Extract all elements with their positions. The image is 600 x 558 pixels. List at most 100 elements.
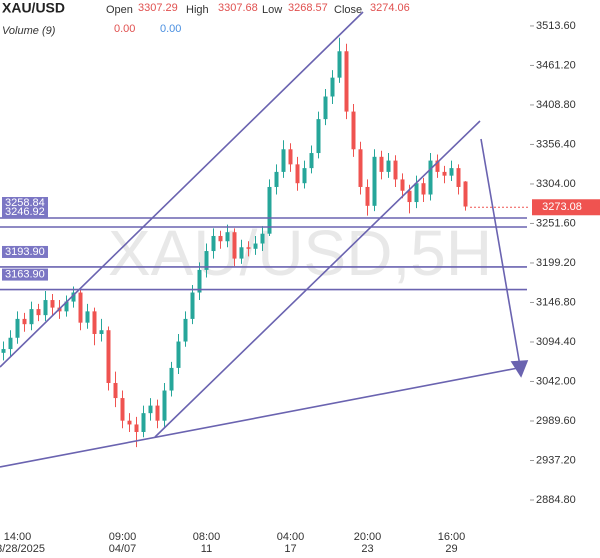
candle-body xyxy=(15,318,20,338)
candle-body xyxy=(176,341,181,368)
y-tick-label: 3146.80 xyxy=(536,296,576,308)
candle-body xyxy=(323,96,328,120)
x-date-label: 23 xyxy=(361,543,373,555)
y-tick-label: 2884.80 xyxy=(536,494,576,506)
last-price-box xyxy=(532,199,600,216)
candle-body xyxy=(239,247,244,259)
volume-title: Volume (9) xyxy=(2,25,56,37)
level-label: 3246.92 xyxy=(5,206,45,218)
candle-body xyxy=(316,119,321,154)
low-value: 3268.57 xyxy=(288,2,328,14)
x-tick-label: 14:00 xyxy=(4,531,32,543)
candle-body xyxy=(449,168,454,176)
candle-body xyxy=(225,232,230,242)
y-tick-label: 3356.40 xyxy=(536,138,576,150)
candle-body xyxy=(106,330,111,383)
candle-body xyxy=(169,367,174,391)
candle-body xyxy=(288,149,293,165)
x-date-label: 11 xyxy=(201,543,212,555)
candle-body xyxy=(99,330,104,334)
y-tick-label: 3513.60 xyxy=(536,20,576,32)
candle-body xyxy=(246,247,251,249)
watermark: XAU/USD,5H xyxy=(108,217,492,289)
trend-line xyxy=(0,11,364,368)
candle-body xyxy=(456,168,461,187)
candle-body xyxy=(295,164,300,184)
candle-body xyxy=(274,171,279,187)
price-axis xyxy=(530,0,600,530)
level-label-box xyxy=(2,268,48,281)
arrow-head xyxy=(510,360,529,378)
candle-body xyxy=(204,251,209,270)
level-label: 3193.90 xyxy=(5,246,45,258)
candle-body xyxy=(386,160,391,172)
candle-body xyxy=(71,292,76,302)
candle-body xyxy=(365,186,370,206)
y-tick-label: 3408.80 xyxy=(536,99,576,111)
y-tick-label: 3094.40 xyxy=(536,336,576,348)
candle-body xyxy=(442,171,447,176)
candle-body xyxy=(190,292,195,319)
y-tick-label: 3251.60 xyxy=(536,217,576,229)
x-tick-label: 09:00 xyxy=(109,531,137,543)
y-tick-label: 3304.00 xyxy=(536,178,576,190)
y-tick-label: 3199.20 xyxy=(536,257,576,269)
level-label-box xyxy=(2,205,48,218)
plot-area xyxy=(1,37,468,448)
x-date-label: 29 xyxy=(445,543,457,555)
candle-body xyxy=(309,153,314,169)
y-tick-label: 2989.60 xyxy=(536,415,576,427)
arrow-line xyxy=(480,138,521,367)
level-label: 3163.90 xyxy=(5,268,45,280)
candle-body xyxy=(281,149,286,172)
x-date-label: 17 xyxy=(284,543,296,555)
candle-body xyxy=(344,51,349,112)
trend-line xyxy=(154,120,481,438)
high-label: High xyxy=(186,4,209,16)
high-value: 3307.68 xyxy=(218,2,258,14)
level-label: 3258.84 xyxy=(5,197,45,209)
y-tick-label: 2937.20 xyxy=(536,454,576,466)
candle-body xyxy=(232,232,237,259)
candle-body xyxy=(92,311,97,334)
candle-body xyxy=(218,235,223,242)
candle-body xyxy=(127,420,132,425)
drawings xyxy=(0,11,529,468)
candle-body xyxy=(8,337,13,350)
candle-body xyxy=(302,168,307,184)
candle-body xyxy=(162,390,167,421)
low-label: Low xyxy=(262,4,282,16)
candle-body xyxy=(22,318,27,325)
candle-body xyxy=(330,77,335,97)
y-tick-label: 3461.20 xyxy=(536,59,576,71)
x-date-label: 04/07 xyxy=(109,543,137,555)
candle-body xyxy=(414,183,419,203)
candle-body xyxy=(211,235,216,252)
candle-body xyxy=(141,413,146,432)
x-tick-label: 08:00 xyxy=(193,531,221,543)
volume-value: 0.00 xyxy=(114,23,135,35)
candle-body xyxy=(351,111,356,150)
candle-body xyxy=(1,349,6,353)
symbol: XAU/USD xyxy=(2,0,65,16)
level-label-box xyxy=(2,245,48,258)
x-tick-label: 16:00 xyxy=(438,531,466,543)
candle-body xyxy=(393,160,398,180)
candle-body xyxy=(43,300,48,316)
candle-body xyxy=(428,160,433,195)
candle-body xyxy=(435,160,440,172)
candle-body xyxy=(260,233,265,244)
candle-body xyxy=(29,309,34,325)
candle-body xyxy=(120,398,125,421)
candle-body xyxy=(134,424,139,432)
open-label: Open xyxy=(106,4,133,16)
candle-body xyxy=(421,183,426,195)
candle-body xyxy=(78,292,83,323)
x-tick-label: 04:00 xyxy=(277,531,305,543)
last-price-label: 3273.08 xyxy=(542,201,582,213)
candle-body xyxy=(379,156,384,172)
close-label: Close xyxy=(334,4,362,16)
candle-body xyxy=(113,382,118,399)
candle-body xyxy=(253,243,258,249)
